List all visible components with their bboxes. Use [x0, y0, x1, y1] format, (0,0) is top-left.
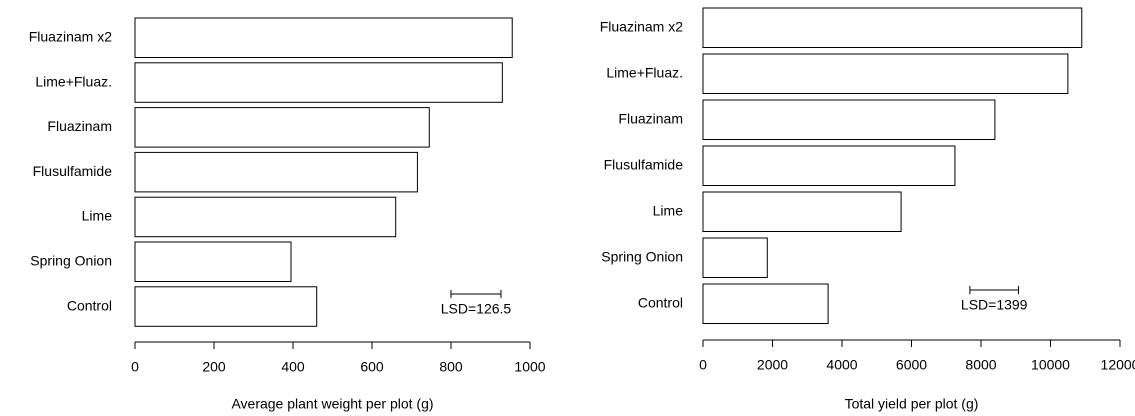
bar: [134, 286, 318, 327]
x-tick-label: 2000: [757, 357, 788, 373]
bar: [702, 53, 1069, 94]
category-label: Lime+Fluaz.: [606, 64, 683, 80]
category-label: Fluazinam: [47, 118, 112, 134]
category-label: Fluazinam: [618, 110, 683, 126]
category-label: Control: [638, 294, 683, 310]
x-tick-label: 1000: [514, 359, 545, 375]
x-tick-label: 4000: [826, 357, 857, 373]
bar: [134, 196, 397, 238]
x-axis-label: Average plant weight per plot (g): [231, 396, 433, 412]
x-tick-label: 6000: [896, 357, 927, 373]
x-tick-label: 12000: [1101, 357, 1135, 373]
category-label: Spring Onion: [601, 248, 683, 264]
bar: [134, 241, 292, 282]
category-label: Spring Onion: [30, 252, 112, 268]
category-label: Lime: [653, 202, 684, 218]
bar: [702, 191, 902, 232]
x-tick-label: 10000: [1031, 357, 1070, 373]
category-label: Flusulfamide: [604, 156, 684, 172]
category-label: Fluazinam x2: [600, 18, 683, 34]
category-label: Fluazinam x2: [29, 28, 112, 44]
bar: [702, 283, 829, 324]
bar: [702, 237, 768, 278]
bar: [134, 62, 503, 103]
category-label: Lime+Fluaz.: [35, 73, 112, 89]
x-tick-label: 400: [281, 359, 305, 375]
bar: [702, 145, 956, 186]
bar: [702, 99, 996, 140]
bar: [702, 7, 1083, 48]
x-tick-label: 800: [439, 359, 463, 375]
category-label: Flusulfamide: [33, 163, 113, 179]
bar: [134, 151, 418, 193]
category-label: Lime: [82, 208, 113, 224]
x-tick-label: 8000: [965, 357, 996, 373]
x-axis-label: Total yield per plot (g): [845, 396, 979, 412]
x-tick-label: 600: [360, 359, 384, 375]
x-tick-label: 0: [699, 357, 707, 373]
x-tick-label: 0: [131, 359, 139, 375]
lsd-label: LSD=126.5: [441, 301, 512, 317]
lsd-label: LSD=1399: [961, 297, 1028, 313]
category-label: Control: [67, 297, 112, 313]
bar: [134, 17, 513, 58]
bar: [134, 107, 430, 148]
x-tick-label: 200: [202, 359, 226, 375]
